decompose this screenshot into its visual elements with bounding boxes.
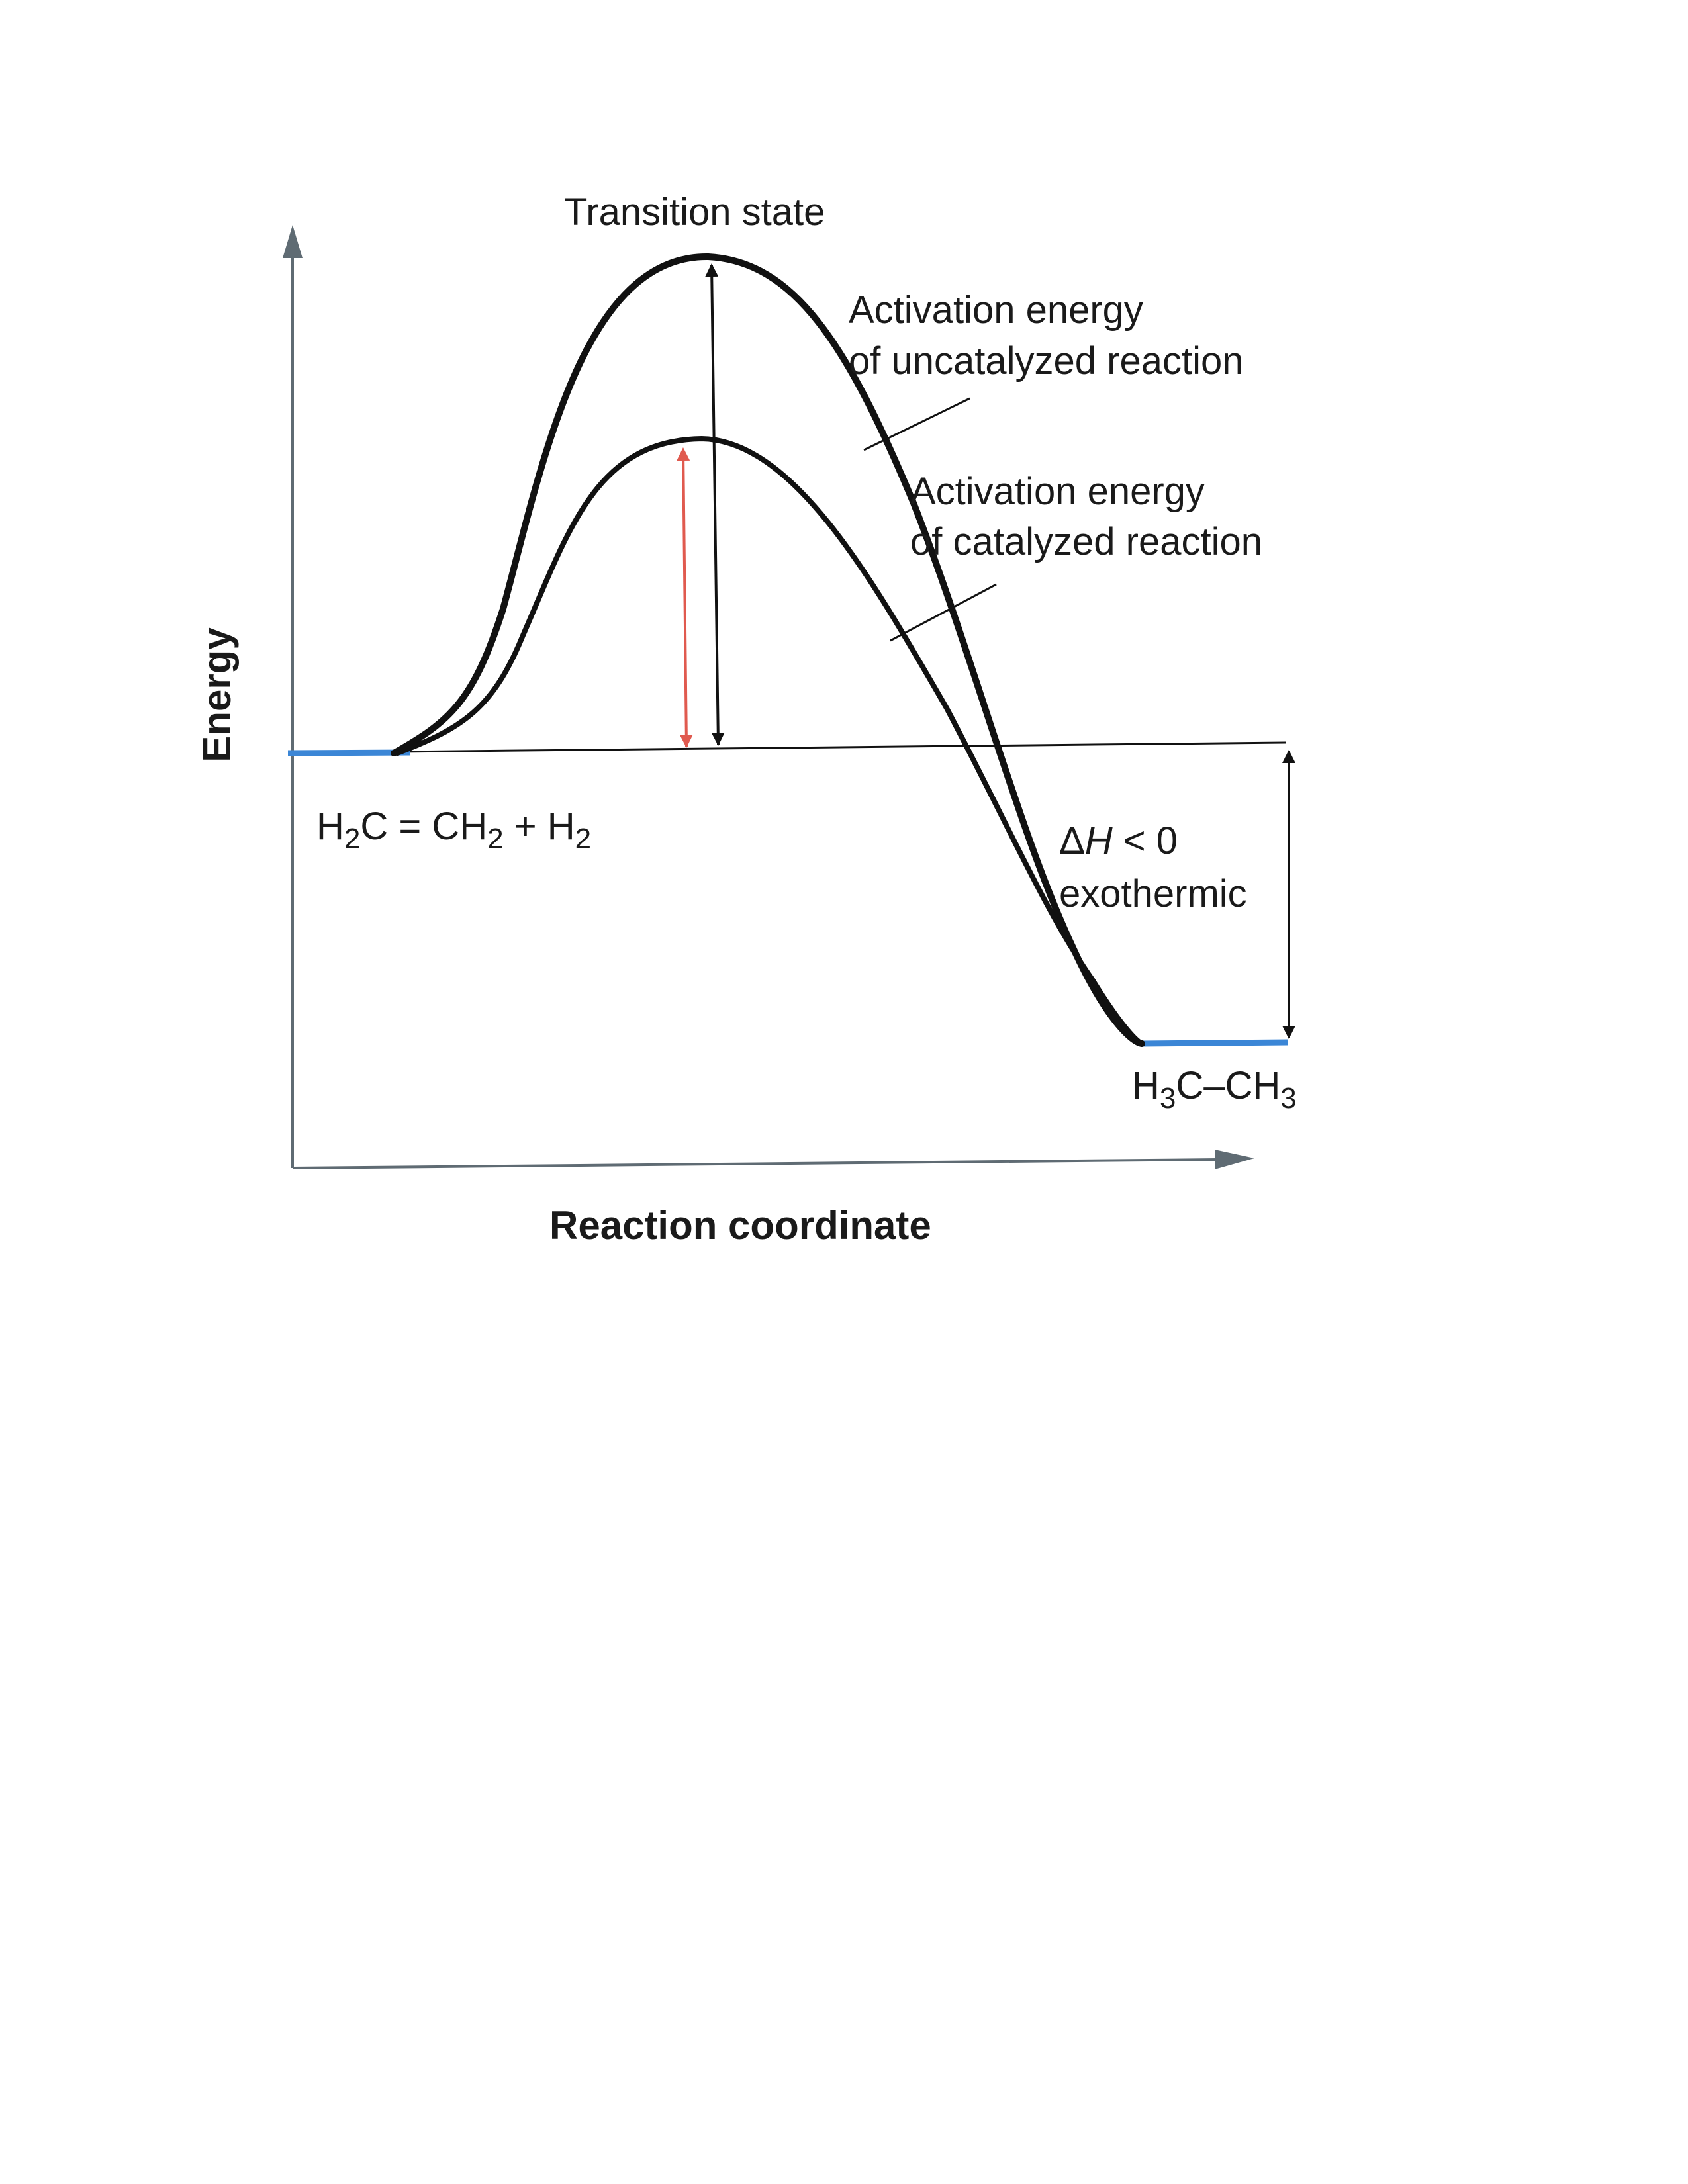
enthalpy-label: ΔH < 0 [1059,819,1178,862]
x-axis-arrowhead [1215,1150,1254,1169]
x-axis-line [292,1158,1219,1169]
reactants-label: H2C = CH2 + H2 [316,805,591,855]
uncatalyzed-label-line2: of uncatalyzed reaction [849,340,1243,383]
catalyzed-curve [395,435,1145,1046]
transition-state-label: Transition state [564,191,825,234]
x-axis-label: Reaction coordinate [549,1203,931,1248]
exothermic-label: exothermic [1059,872,1247,915]
catalyzed-activation-arrow [677,447,693,748]
product-energy-level [1141,1039,1288,1047]
reactant-baseline [397,741,1286,753]
uncatalyzed-label-line1: Activation energy [849,289,1143,332]
uncatalyzed-curve [391,253,1145,1047]
y-axis-label: Energy [195,627,239,762]
catalyzed-label-line2: of catalyzed reaction [910,520,1262,563]
catalyzed-label-line1: Activation energy [910,470,1205,513]
y-axis-arrowhead [283,225,303,258]
reactant-energy-level [287,749,411,756]
products-label: H3C–CH3 [1132,1064,1297,1115]
uncatalyzed-activation-arrow [705,263,725,746]
catalyzed-leader-line [890,583,997,642]
uncatalyzed-leader-line [863,397,970,451]
